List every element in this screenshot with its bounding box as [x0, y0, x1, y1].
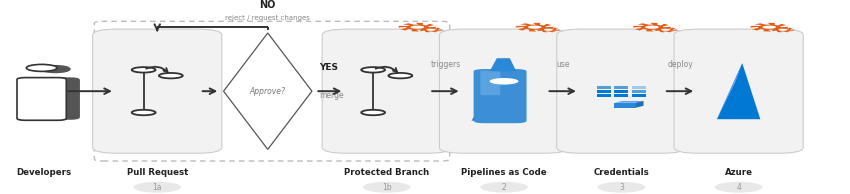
Polygon shape	[633, 23, 671, 31]
Circle shape	[41, 66, 70, 72]
Text: YES: YES	[319, 63, 337, 72]
Polygon shape	[224, 33, 312, 149]
Circle shape	[544, 29, 553, 31]
Circle shape	[490, 78, 518, 85]
Text: use: use	[556, 60, 570, 68]
Text: Developers: Developers	[17, 168, 71, 177]
Text: reject / request changes: reject / request changes	[225, 16, 310, 21]
Circle shape	[159, 73, 183, 78]
Bar	[632, 86, 646, 89]
Polygon shape	[717, 63, 742, 119]
Circle shape	[411, 26, 424, 29]
Polygon shape	[751, 23, 788, 31]
Bar	[632, 90, 646, 93]
Bar	[615, 90, 628, 93]
Bar	[597, 94, 610, 97]
Bar	[615, 94, 628, 97]
Text: 3: 3	[619, 183, 624, 192]
Circle shape	[528, 26, 541, 29]
FancyBboxPatch shape	[480, 71, 500, 95]
Text: 1a: 1a	[152, 183, 162, 192]
Text: 1b: 1b	[382, 183, 392, 192]
Bar	[597, 86, 610, 89]
Circle shape	[26, 64, 57, 71]
Polygon shape	[615, 101, 643, 103]
Text: triggers: triggers	[430, 60, 461, 68]
Circle shape	[361, 67, 385, 73]
FancyBboxPatch shape	[17, 78, 66, 120]
FancyBboxPatch shape	[322, 29, 451, 153]
Circle shape	[715, 182, 762, 193]
Text: Approve?: Approve?	[250, 87, 286, 96]
Polygon shape	[420, 27, 443, 32]
Polygon shape	[399, 23, 436, 31]
Polygon shape	[537, 27, 560, 32]
Polygon shape	[636, 101, 643, 108]
Circle shape	[645, 26, 659, 29]
Polygon shape	[472, 99, 496, 121]
Text: 4: 4	[736, 183, 741, 192]
Polygon shape	[516, 23, 553, 31]
FancyBboxPatch shape	[674, 29, 803, 153]
Circle shape	[661, 29, 671, 31]
Polygon shape	[772, 27, 795, 32]
Bar	[632, 94, 646, 97]
Text: merge: merge	[319, 91, 343, 100]
Polygon shape	[654, 27, 677, 32]
Circle shape	[363, 182, 411, 193]
Circle shape	[427, 29, 436, 31]
FancyBboxPatch shape	[557, 29, 686, 153]
FancyBboxPatch shape	[439, 29, 569, 153]
Circle shape	[132, 110, 156, 115]
FancyBboxPatch shape	[473, 69, 526, 123]
Text: Pull Request: Pull Request	[127, 168, 188, 177]
Circle shape	[480, 182, 528, 193]
FancyBboxPatch shape	[31, 78, 79, 119]
Circle shape	[361, 110, 385, 115]
Circle shape	[598, 182, 645, 193]
FancyBboxPatch shape	[93, 29, 222, 153]
Text: Pipelines as Code: Pipelines as Code	[462, 168, 547, 177]
Text: Protected Branch: Protected Branch	[344, 168, 429, 177]
Circle shape	[132, 67, 156, 73]
Circle shape	[779, 29, 788, 31]
Polygon shape	[717, 63, 760, 119]
Polygon shape	[490, 58, 516, 71]
Text: Azure: Azure	[725, 168, 752, 177]
Text: deploy: deploy	[667, 60, 693, 68]
Text: 2: 2	[502, 183, 507, 192]
Circle shape	[388, 73, 412, 78]
Bar	[597, 90, 610, 93]
Text: Credentials: Credentials	[593, 168, 649, 177]
Bar	[615, 103, 636, 108]
Text: NO: NO	[259, 0, 276, 10]
Circle shape	[762, 26, 776, 29]
Circle shape	[133, 182, 181, 193]
Bar	[615, 86, 628, 89]
